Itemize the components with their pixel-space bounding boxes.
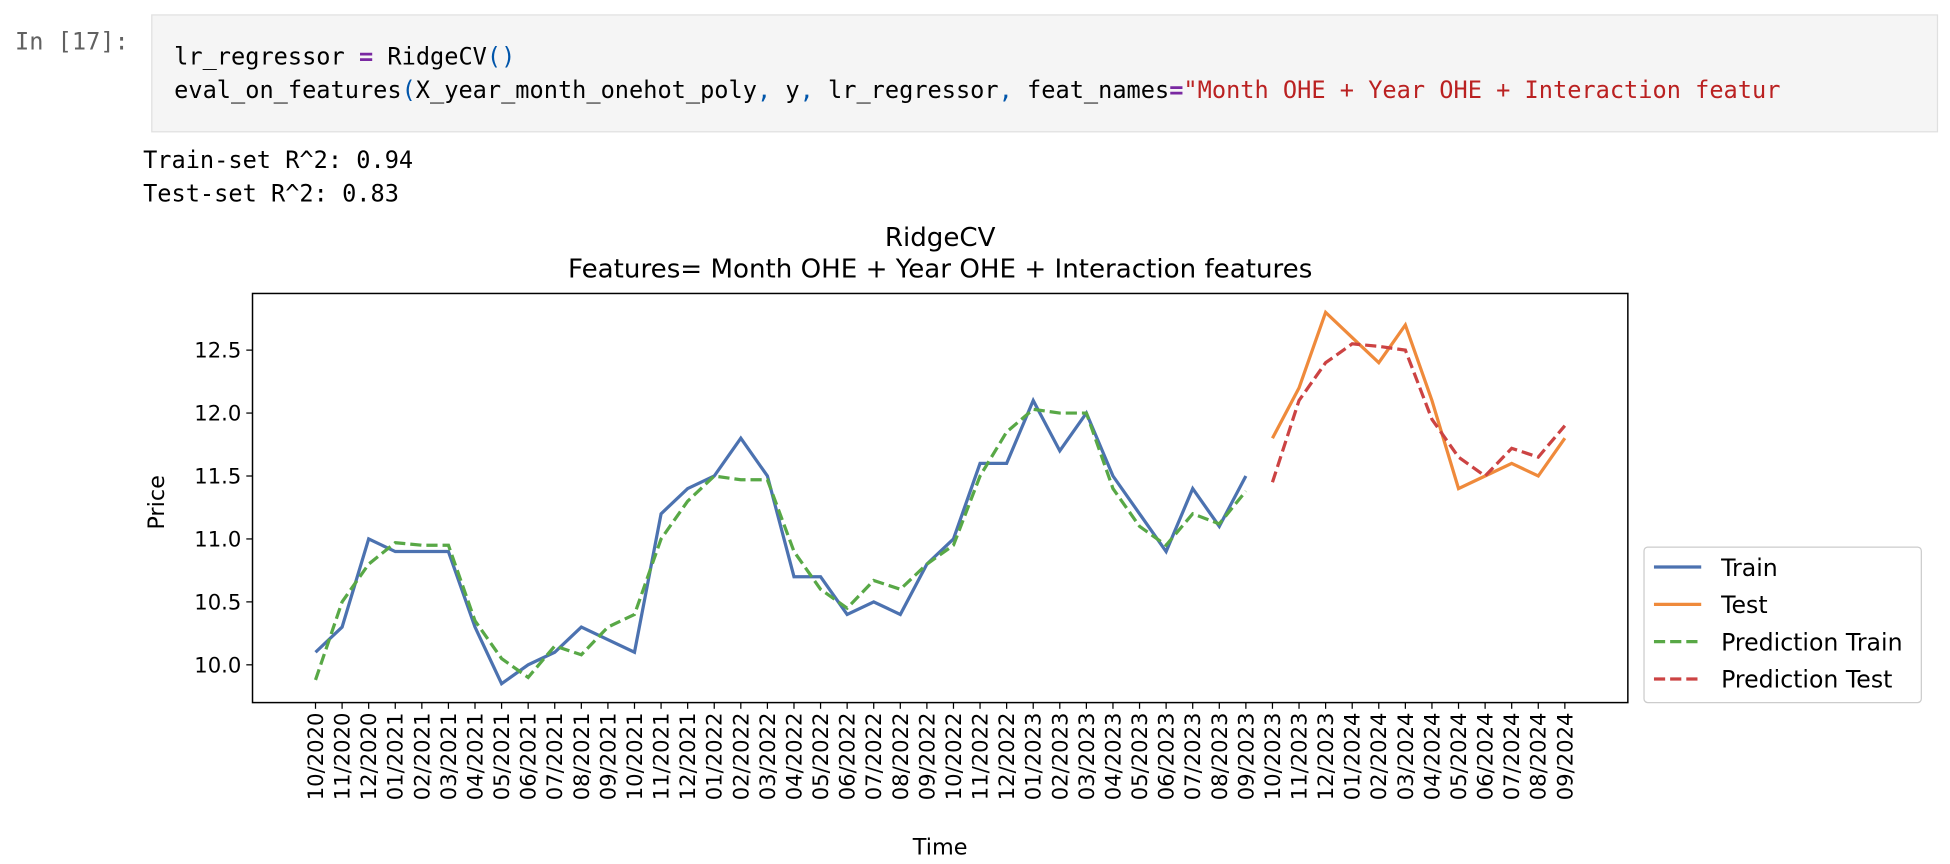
- x-tick-label: 01/2022: [702, 713, 727, 801]
- code-line: lr_regressor = RidgeCV(): [174, 43, 515, 71]
- x-tick-label: 10/2021: [622, 713, 647, 801]
- y-tick-label: 10.5: [194, 589, 241, 614]
- x-tick-label: 04/2022: [781, 713, 806, 801]
- x-tick-label: 07/2021: [542, 713, 567, 801]
- code-token: ): [501, 43, 515, 71]
- x-tick-label: 11/2022: [968, 713, 993, 801]
- x-tick-label: 08/2022: [888, 713, 913, 801]
- x-tick-label: 03/2023: [1074, 713, 1099, 801]
- x-tick-label: 05/2024: [1446, 713, 1471, 801]
- x-tick-label: 08/2021: [569, 713, 594, 801]
- x-tick-label: 11/2023: [1286, 713, 1311, 801]
- code-token: ,: [800, 76, 814, 104]
- x-tick-label: 04/2021: [462, 713, 487, 801]
- y-tick-label: 10.0: [194, 652, 241, 677]
- series-line: [313, 407, 1248, 681]
- code-token: X_year_month_onehot_poly: [416, 76, 757, 104]
- x-tick-label: 03/2024: [1393, 713, 1418, 801]
- x-tick-label: 06/2021: [516, 713, 541, 801]
- code-token: y: [771, 76, 799, 104]
- x-tick-label: 07/2022: [861, 713, 886, 801]
- x-tick-label: 02/2023: [1047, 713, 1072, 801]
- legend-label: Prediction Test: [1721, 666, 1892, 694]
- chart-subtitle: Features= Month OHE + Year OHE + Interac…: [568, 254, 1312, 284]
- x-tick-label: 11/2020: [330, 713, 355, 801]
- y-tick-label: 12.5: [194, 338, 241, 363]
- series-line: [1271, 309, 1567, 491]
- x-tick-label: 03/2021: [436, 713, 461, 801]
- y-tick-label: 11.0: [194, 526, 241, 551]
- code-token: (: [487, 43, 501, 71]
- x-tick-label: 10/2020: [303, 713, 328, 801]
- x-tick-label: 12/2023: [1313, 713, 1338, 801]
- x-tick-label: 01/2021: [383, 713, 408, 801]
- y-tick-label: 12.0: [194, 401, 241, 426]
- series-line: [1270, 342, 1567, 483]
- x-tick-label: 05/2022: [808, 713, 833, 801]
- code-token: lr_regressor: [814, 76, 999, 104]
- code-token: =: [1169, 76, 1183, 104]
- x-tick-label: 06/2023: [1154, 713, 1179, 801]
- code-token: ,: [757, 76, 771, 104]
- legend-box: [1643, 546, 1922, 704]
- code-line: eval_on_features(X_year_month_onehot_pol…: [174, 76, 1780, 104]
- x-tick-label: 05/2023: [1127, 713, 1152, 801]
- x-tick-label: 07/2023: [1180, 713, 1205, 801]
- x-tick-label: 08/2023: [1207, 713, 1232, 801]
- code-token: (: [402, 76, 416, 104]
- x-tick-label: 06/2022: [835, 713, 860, 801]
- output-line: Test-set R^2: 0.83: [143, 179, 399, 207]
- chart-title: RidgeCV: [885, 223, 996, 253]
- x-tick-label: 02/2024: [1366, 713, 1391, 801]
- x-tick-label: 07/2024: [1499, 713, 1524, 801]
- code-token: lr_regressor: [174, 43, 359, 71]
- x-tick-label: 04/2024: [1419, 713, 1444, 801]
- x-tick-label: 12/2020: [356, 713, 381, 801]
- legend-label: Test: [1720, 591, 1767, 619]
- x-tick-label: 02/2022: [728, 713, 753, 801]
- x-tick-label: 05/2021: [489, 713, 514, 801]
- x-tick-label: 04/2023: [1100, 713, 1125, 801]
- x-tick-label: 12/2022: [994, 713, 1019, 801]
- code-token: eval_on_features: [174, 76, 401, 104]
- y-axis-label: Price: [144, 475, 170, 530]
- legend-label: Prediction Train: [1721, 628, 1902, 656]
- x-tick-label: 11/2021: [649, 713, 674, 801]
- x-tick-label: 09/2022: [914, 713, 939, 801]
- x-axis-label: Time: [912, 834, 968, 860]
- x-tick-label: 09/2023: [1233, 713, 1258, 801]
- plot-area: [251, 292, 1629, 704]
- x-tick-label: 12/2021: [675, 713, 700, 801]
- code-token: feat_names: [1013, 76, 1169, 104]
- legend-label: Train: [1720, 554, 1778, 582]
- output-line: Train-set R^2: 0.94: [143, 146, 413, 174]
- x-tick-label: 09/2024: [1552, 713, 1577, 801]
- code-token: =: [359, 43, 373, 71]
- x-tick-label: 10/2023: [1260, 713, 1285, 801]
- x-tick-label: 01/2023: [1021, 713, 1046, 801]
- code-token: RidgeCV: [373, 43, 487, 71]
- series-line: [314, 396, 1248, 687]
- x-tick-label: 02/2021: [409, 713, 434, 801]
- code-cell[interactable]: [151, 14, 1939, 133]
- x-tick-label: 10/2022: [941, 713, 966, 801]
- x-tick-label: 09/2021: [595, 713, 620, 801]
- code-token: ,: [999, 76, 1013, 104]
- y-tick-label: 11.5: [194, 463, 241, 488]
- x-tick-label: 01/2024: [1340, 713, 1365, 801]
- x-tick-label: 06/2024: [1473, 713, 1498, 801]
- x-tick-label: 08/2024: [1526, 713, 1551, 801]
- cell-prompt: In [17]:: [15, 28, 129, 56]
- code-token: "Month OHE + Year OHE + Interaction feat…: [1183, 76, 1780, 104]
- x-tick-label: 03/2022: [755, 713, 780, 801]
